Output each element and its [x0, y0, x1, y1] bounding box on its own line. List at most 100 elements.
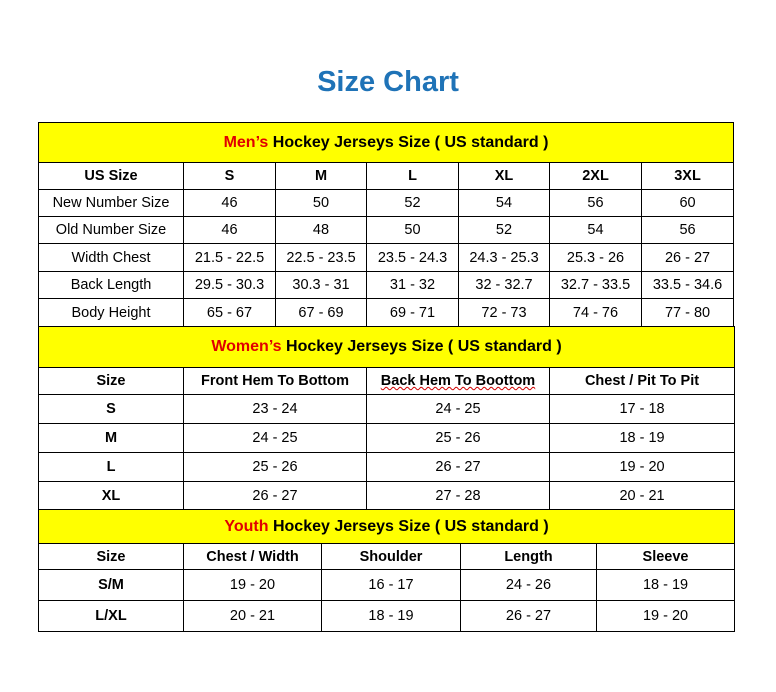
- table-row: XL 26 - 27 27 - 28 20 - 21: [38, 481, 736, 510]
- table-cell: 18 - 19: [595, 569, 736, 601]
- table-cell: 25.3 - 26: [549, 243, 642, 272]
- women-size-table: Women’s Hockey Jerseys Size ( US standar…: [37, 326, 736, 510]
- column-header-label: XL: [494, 168, 514, 184]
- table-cell: 20 - 21: [183, 600, 322, 632]
- table-cell: 56: [549, 189, 642, 217]
- table-row: Width Chest 21.5 - 22.5 22.5 - 23.5 23.5 - …: [38, 243, 735, 272]
- table-row: Body Height 65 - 67 67 - 69 69 - 71 72 - 73 7…: [38, 298, 735, 327]
- column-header-label: Length: [504, 548, 553, 565]
- table-cell: 24 - 25: [183, 423, 367, 453]
- table-cell: 16 - 17: [321, 569, 461, 601]
- table-cell: 56: [640, 216, 735, 244]
- row-label: XL: [38, 481, 184, 510]
- table-row: L/XL 20 - 21 18 - 19 26 - 27 19 - 20: [38, 600, 736, 632]
- table-cell: 25 - 26: [183, 452, 367, 482]
- table-cell: 50: [275, 189, 367, 217]
- column-header: 3XL: [640, 162, 735, 190]
- table-cell: 48: [275, 216, 367, 244]
- men-heading-prefix: Men’s: [223, 133, 269, 151]
- row-label: M: [38, 423, 184, 453]
- table-cell: 19 - 20: [548, 452, 736, 482]
- men-heading-text: Hockey Jerseys Size ( US standard ): [268, 133, 549, 151]
- table-cell: 52: [366, 189, 459, 217]
- column-header-label: Sleeve: [642, 548, 689, 565]
- table-cell: 17 - 18: [548, 394, 736, 424]
- column-header-label: 2XL: [582, 168, 609, 184]
- youth-column-header-row: Size Chest / Width Shoulder Length Sleeve: [38, 543, 736, 570]
- table-cell: 72 - 73: [458, 298, 550, 327]
- table-cell: 33.5 - 34.6: [640, 271, 735, 299]
- table-cell: 30.3 - 31: [275, 271, 367, 299]
- table-cell: 32.7 - 33.5: [549, 271, 642, 299]
- table-cell: 21.5 - 22.5: [183, 243, 276, 272]
- table-row: Back Length 29.5 - 30.3 30.3 - 31 31 - 32 32…: [38, 271, 735, 299]
- column-header: 2XL: [549, 162, 642, 190]
- column-header: M: [275, 162, 367, 190]
- column-header: Size: [38, 367, 184, 395]
- column-header-label: Chest / Width: [206, 548, 299, 565]
- table-cell: 19 - 20: [595, 600, 736, 632]
- column-header: XL: [458, 162, 550, 190]
- column-header: Front Hem To Bottom: [183, 367, 367, 395]
- table-cell: 31 - 32: [366, 271, 459, 299]
- youth-size-table: Youth Hockey Jerseys Size ( US standard …: [37, 509, 736, 632]
- column-header-label: Size: [96, 373, 126, 389]
- column-header: Back Hem To Boottom: [366, 367, 550, 395]
- men-section-heading: Men’s Hockey Jerseys Size ( US standard …: [37, 122, 735, 163]
- column-header: Chest / Width: [183, 543, 322, 570]
- table-cell: 26 - 27: [183, 481, 367, 510]
- column-header-label: M: [314, 168, 328, 184]
- table-cell: 26 - 27: [366, 452, 550, 482]
- column-header-label: Chest / Pit To Pit: [584, 373, 700, 389]
- column-header-label: Front Hem To Bottom: [201, 373, 349, 389]
- table-cell: 24 - 25: [366, 394, 550, 424]
- table-row: L 25 - 26 26 - 27 19 - 20: [38, 452, 736, 482]
- table-cell: 23 - 24: [183, 394, 367, 424]
- table-cell: 20 - 21: [548, 481, 736, 510]
- row-label: Old Number Size: [38, 216, 184, 244]
- table-cell: 69 - 71: [366, 298, 459, 327]
- table-cell: 54: [458, 189, 550, 217]
- table-cell: 74 - 76: [549, 298, 642, 327]
- table-cell: 23.5 - 24.3: [366, 243, 459, 272]
- table-cell: 18 - 19: [548, 423, 736, 453]
- table-cell: 32 - 32.7: [458, 271, 550, 299]
- women-heading-prefix: Women’s: [211, 338, 282, 355]
- youth-heading-prefix: Youth: [224, 517, 269, 535]
- column-header-label: Shoulder: [359, 548, 423, 565]
- table-cell: 29.5 - 30.3: [183, 271, 276, 299]
- page-title: Size Chart: [317, 66, 459, 98]
- youth-section-heading: Youth Hockey Jerseys Size ( US standard …: [37, 509, 736, 544]
- table-row: S 23 - 24 24 - 25 17 - 18: [38, 394, 736, 424]
- column-header-label: US Size: [84, 168, 138, 184]
- youth-heading-text: Hockey Jerseys Size ( US standard ): [268, 517, 549, 535]
- table-cell: 67 - 69: [275, 298, 367, 327]
- row-label: Width Chest: [38, 243, 184, 272]
- table-cell: 60: [640, 189, 735, 217]
- row-label: S/M: [38, 569, 184, 601]
- men-column-header-row: US Size S M L XL 2XL 3XL: [38, 162, 735, 190]
- table-cell: 52: [458, 216, 550, 244]
- column-header-label: S: [224, 168, 235, 184]
- column-header: S: [183, 162, 276, 190]
- row-label: S: [38, 394, 184, 424]
- table-row: M 24 - 25 25 - 26 18 - 19: [38, 423, 736, 453]
- table-row: New Number Size 46 50 52 54 56 60: [38, 189, 735, 217]
- table-cell: 65 - 67: [183, 298, 276, 327]
- column-header-label: L: [408, 168, 417, 184]
- table-cell: 54: [549, 216, 642, 244]
- column-header-label: 3XL: [674, 168, 701, 184]
- women-column-header-row: Size Front Hem To Bottom Back Hem To Boott…: [38, 367, 736, 395]
- column-header: Shoulder: [321, 543, 461, 570]
- table-cell: 46: [183, 189, 276, 217]
- table-cell: 24.3 - 25.3: [458, 243, 550, 272]
- table-row: Old Number Size 46 48 50 52 54 56: [38, 216, 735, 244]
- table-cell: 50: [366, 216, 459, 244]
- row-label: Body Height: [38, 298, 184, 327]
- column-header: Length: [460, 543, 597, 570]
- column-header: Sleeve: [595, 543, 736, 570]
- table-cell: 27 - 28: [366, 481, 550, 510]
- column-header: L: [366, 162, 459, 190]
- table-cell: 18 - 19: [321, 600, 461, 632]
- column-header: Size: [38, 543, 184, 570]
